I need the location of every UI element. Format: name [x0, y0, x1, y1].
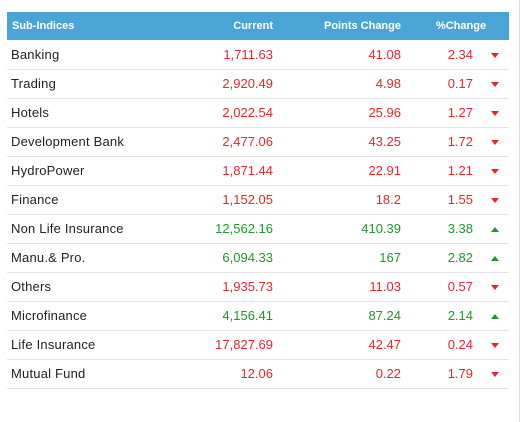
pct-change-value: 2.82	[447, 250, 473, 265]
triangle-down-icon	[491, 372, 499, 378]
trend-cell	[481, 330, 509, 359]
triangle-down-icon	[491, 52, 499, 58]
trend-cell	[481, 69, 509, 98]
pct-change-value: 1.72	[447, 134, 473, 149]
points-change-value: 4.98	[375, 76, 401, 91]
points-change-value: 42.47	[368, 337, 401, 352]
sub-index-name[interactable]: Trading	[11, 76, 56, 91]
sub-index-name[interactable]: Non Life Insurance	[11, 221, 124, 236]
sub-index-name[interactable]: Development Bank	[11, 134, 125, 149]
triangle-down-icon	[491, 285, 499, 291]
points-change-value: 25.96	[368, 105, 401, 120]
trend-cell	[481, 40, 509, 69]
pct-change-value: 0.57	[447, 279, 473, 294]
table-header-row: Sub-Indices Current Points Change %Chang…	[7, 12, 509, 40]
triangle-down-icon	[491, 343, 499, 349]
points-change-value: 18.2	[375, 192, 401, 207]
triangle-down-icon	[491, 140, 499, 146]
table-row[interactable]: Hotels 2,022.54 25.96 1.27	[7, 98, 509, 127]
table-row[interactable]: Banking 1,711.63 41.08 2.34	[7, 40, 509, 69]
current-value: 17,827.69	[215, 337, 273, 352]
table-row[interactable]: Non Life Insurance 12,562.16 410.39 3.38	[7, 214, 509, 243]
trend-cell	[481, 156, 509, 185]
current-value: 12,562.16	[215, 221, 273, 236]
triangle-down-icon	[491, 82, 499, 88]
current-value: 1,871.44	[222, 163, 273, 178]
triangle-down-icon	[491, 169, 499, 175]
current-value: 2,477.06	[222, 134, 273, 149]
points-change-value: 167	[379, 250, 401, 265]
trend-cell	[481, 359, 509, 388]
sub-index-name[interactable]: Mutual Fund	[11, 366, 86, 381]
trend-cell	[481, 98, 509, 127]
header-sub-indices[interactable]: Sub-Indices	[12, 20, 75, 32]
current-value: 2,920.49	[222, 76, 273, 91]
trend-cell	[481, 127, 509, 156]
triangle-up-icon	[491, 314, 499, 320]
scroll-edge	[519, 0, 520, 422]
current-value: 2,022.54	[222, 105, 273, 120]
header-points-change[interactable]: Points Change	[323, 20, 401, 32]
table-row[interactable]: Manu.& Pro. 6,094.33 167 2.82	[7, 243, 509, 272]
sub-index-name[interactable]: HydroPower	[11, 163, 85, 178]
trend-cell	[481, 301, 509, 330]
sub-indices-table: Sub-Indices Current Points Change %Chang…	[7, 12, 509, 389]
current-value: 1,711.63	[223, 46, 273, 62]
pct-change-value: 0.24	[447, 337, 473, 352]
triangle-up-icon	[491, 227, 499, 233]
table-row[interactable]: Others 1,935.73 11.03 0.57	[7, 272, 509, 301]
sub-index-name[interactable]: Others	[11, 279, 52, 294]
trend-cell	[481, 243, 509, 272]
table-row[interactable]: Finance 1,152.05 18.2 1.55	[7, 185, 509, 214]
header-pct-change[interactable]: %Change	[435, 20, 487, 32]
sub-indices-panel: Sub-Indices Current Points Change %Chang…	[7, 12, 509, 389]
trend-cell	[481, 272, 509, 301]
pct-change-value: 2.34	[447, 46, 473, 62]
table-row[interactable]: Life Insurance 17,827.69 42.47 0.24	[7, 330, 509, 359]
points-change-value: 22.91	[368, 163, 401, 178]
current-value: 1,152.05	[222, 192, 273, 207]
sub-index-name[interactable]: Manu.& Pro.	[11, 250, 86, 265]
sub-index-name[interactable]: Hotels	[11, 105, 50, 120]
trend-cell	[481, 185, 509, 214]
pct-change-value: 3.38	[447, 221, 473, 236]
current-value: 1,935.73	[222, 279, 273, 294]
current-value: 4,156.41	[222, 308, 273, 323]
table-row[interactable]: Trading 2,920.49 4.98 0.17	[7, 69, 509, 98]
current-value: 6,094.33	[222, 250, 273, 265]
pct-change-value: 1.79	[447, 366, 473, 381]
sub-index-name[interactable]: Microfinance	[11, 308, 88, 323]
pct-change-value: 1.27	[447, 105, 473, 120]
trend-cell	[481, 214, 509, 243]
sub-index-name[interactable]: Banking	[11, 46, 60, 62]
points-change-value: 11.03	[369, 279, 401, 294]
points-change-value: 43.25	[368, 134, 401, 149]
pct-change-value: 1.55	[447, 192, 473, 207]
triangle-up-icon	[491, 256, 499, 262]
points-change-value: 0.22	[375, 366, 401, 381]
triangle-down-icon	[491, 198, 499, 204]
pct-change-value: 2.14	[447, 308, 473, 323]
sub-index-name[interactable]: Finance	[11, 192, 59, 207]
pct-change-value: 1.21	[447, 163, 473, 178]
table-row[interactable]: HydroPower 1,871.44 22.91 1.21	[7, 156, 509, 185]
sub-index-name[interactable]: Life Insurance	[11, 337, 96, 352]
table-row[interactable]: Mutual Fund 12.06 0.22 1.79	[7, 359, 509, 388]
points-change-value: 87.24	[368, 308, 401, 323]
current-value: 12.06	[240, 366, 273, 381]
points-change-value: 410.39	[361, 221, 401, 236]
points-change-value: 41.08	[368, 46, 401, 62]
header-current[interactable]: Current	[233, 20, 273, 32]
table-row[interactable]: Microfinance 4,156.41 87.24 2.14	[7, 301, 509, 330]
pct-change-value: 0.17	[447, 76, 473, 91]
table-row[interactable]: Development Bank 2,477.06 43.25 1.72	[7, 127, 509, 156]
triangle-down-icon	[491, 111, 499, 117]
